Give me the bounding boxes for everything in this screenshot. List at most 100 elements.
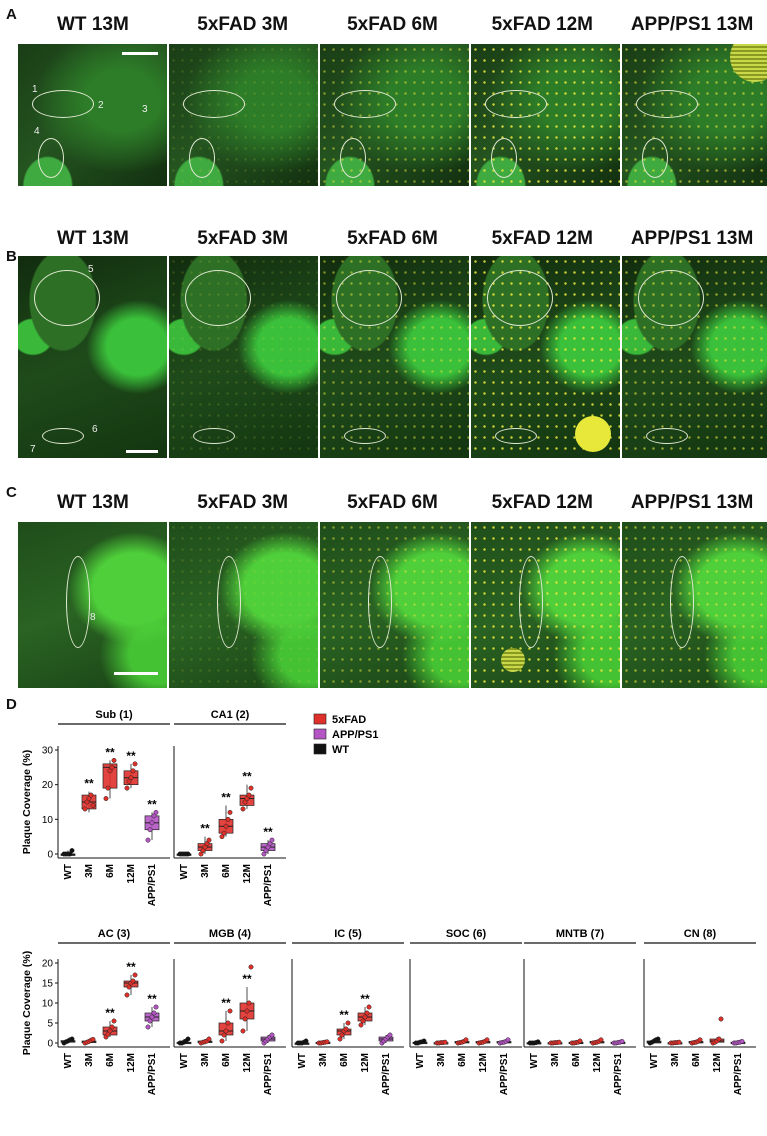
significance-mark: **: [242, 972, 252, 986]
condition-title: 5xFAD 12M: [491, 14, 593, 35]
y-tick-label: 0: [47, 850, 53, 861]
legend-label: APP/PS1: [332, 729, 378, 741]
region-outline: [193, 428, 235, 444]
region-outline: [491, 138, 517, 178]
artifact-disc: [575, 416, 611, 452]
artifact-disc: [501, 648, 525, 672]
data-point: [716, 1036, 722, 1042]
data-point: [90, 1036, 96, 1042]
data-point: [343, 1026, 349, 1032]
facet-title: CN (8): [684, 928, 717, 940]
x-tick-label: APP/PS1: [499, 1053, 510, 1096]
data-point: [269, 837, 275, 843]
significance-mark: **: [105, 1006, 115, 1020]
region-outline: [344, 428, 386, 444]
region-outline: [495, 428, 537, 444]
data-point: [149, 1014, 155, 1020]
row-b-titles: WT 13M 5xFAD 3M 5xFAD 6M 5xFAD 12M APP/P…: [18, 228, 767, 250]
y-tick-label: 10: [42, 815, 54, 826]
micrograph-c-12m: [471, 522, 620, 688]
x-tick-label: 3M: [84, 864, 95, 878]
micrograph-c-apps1: [622, 522, 767, 688]
significance-mark: **: [221, 996, 231, 1010]
data-point: [88, 792, 94, 798]
legend-item: APP/PS1: [313, 728, 378, 741]
condition-title: 5xFAD 6M: [347, 492, 438, 513]
y-tick-label: 20: [42, 780, 54, 791]
data-point: [248, 964, 254, 970]
plaque-overlay: [320, 522, 469, 688]
data-point: [366, 1004, 372, 1010]
y-tick-label: 10: [42, 999, 54, 1010]
condition-title: 5xFAD 6M: [347, 14, 438, 35]
data-point: [442, 1039, 448, 1045]
data-point: [337, 1036, 343, 1042]
data-point: [221, 1032, 227, 1038]
data-point: [153, 1004, 159, 1010]
x-tick-label: 12M: [478, 1053, 489, 1072]
region-outline: [217, 556, 241, 648]
data-point: [223, 1028, 229, 1034]
x-tick-label: 12M: [242, 1053, 253, 1072]
x-tick-label: 12M: [242, 864, 253, 883]
plaque-overlay: [622, 522, 767, 688]
condition-title: APP/PS1 13M: [630, 14, 754, 35]
data-point: [227, 809, 233, 815]
legend-label: WT: [332, 744, 349, 756]
condition-title: APP/PS1 13M: [630, 228, 754, 249]
x-tick-label: 3M: [84, 1053, 95, 1067]
x-tick-label: 3M: [318, 1053, 329, 1067]
panel-label-b: B: [6, 248, 17, 265]
x-tick-label: 3M: [436, 1053, 447, 1067]
x-tick-label: 12M: [360, 1053, 371, 1072]
significance-mark: **: [84, 777, 94, 791]
data-point: [124, 992, 130, 998]
condition-title: WT 13M: [57, 492, 129, 513]
panel-label-a: A: [6, 6, 17, 23]
data-point: [132, 761, 138, 767]
x-tick-label: APP/PS1: [263, 1053, 274, 1096]
data-point: [225, 816, 231, 822]
x-tick-label: 3M: [670, 1053, 681, 1067]
facet-title: MGB (4): [209, 928, 252, 940]
significance-mark: **: [200, 822, 210, 836]
condition-title: WT 13M: [57, 14, 129, 35]
region-outline: [638, 270, 704, 326]
data-point: [324, 1039, 330, 1045]
significance-mark: **: [339, 1008, 349, 1022]
data-point: [69, 1036, 75, 1042]
panel-label-c: C: [6, 484, 17, 501]
data-point: [244, 1008, 250, 1014]
data-point: [149, 820, 155, 826]
facet-title: SOC (6): [446, 928, 487, 940]
region-number: 4: [34, 126, 40, 137]
data-point: [147, 827, 153, 833]
region-outline: [32, 90, 94, 118]
row-a-images: 1 2 3 4: [18, 44, 767, 186]
region-outline: [42, 428, 84, 444]
region-number: 1: [32, 84, 38, 95]
x-tick-label: WT: [415, 1053, 426, 1069]
data-point: [105, 785, 111, 791]
x-tick-label: WT: [63, 864, 74, 880]
x-tick-label: 12M: [712, 1053, 723, 1072]
significance-mark: **: [242, 770, 252, 784]
data-point: [246, 792, 252, 798]
x-tick-label: 12M: [592, 1053, 603, 1072]
region-number: 3: [142, 104, 148, 115]
data-point: [225, 1020, 231, 1026]
significance-mark: **: [126, 749, 136, 763]
condition-title: WT 13M: [57, 228, 129, 249]
scale-bar: [126, 450, 158, 453]
x-tick-label: APP/PS1: [733, 1053, 744, 1096]
region-outline: [646, 428, 688, 444]
x-tick-label: 6M: [571, 1053, 582, 1067]
region-outline: [336, 270, 402, 326]
region-outline: [189, 138, 215, 178]
micrograph-c-6m: [320, 522, 469, 688]
plaque-coverage-charts: Sub (1) 0 10 20 30 Plaque Coverage (%) WT 3M ** 6…: [21, 709, 756, 1096]
micrograph-a-12m: [471, 44, 620, 186]
legend-swatch: [313, 743, 327, 755]
data-point: [387, 1032, 393, 1038]
data-point: [153, 809, 159, 815]
